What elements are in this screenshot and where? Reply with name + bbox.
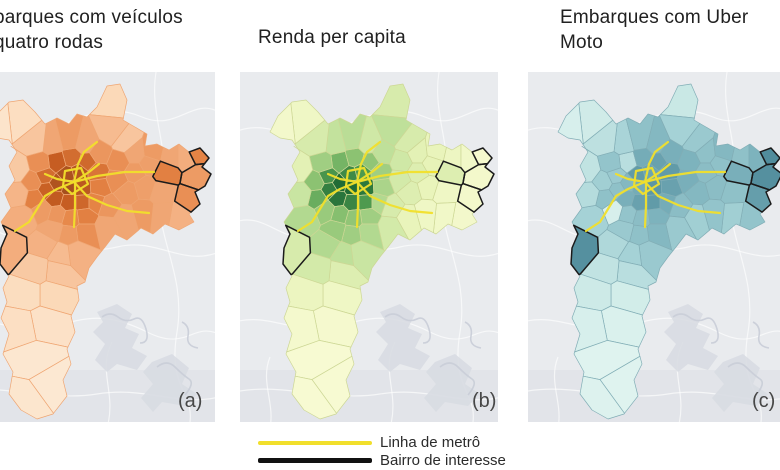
metro-line-label: Linha de metrô bbox=[380, 434, 481, 451]
basemap-a bbox=[0, 72, 215, 422]
panel-c-title-line2: Moto bbox=[560, 31, 604, 53]
panel-b-label: (b) bbox=[472, 390, 497, 412]
legend-row-interest: Bairro de interesse bbox=[258, 452, 506, 469]
panel-a-label: (a) bbox=[178, 390, 203, 412]
map-legend: Linha de metrô Bairro de interesse bbox=[258, 434, 506, 470]
panel-c-title-line1: Embarques com Uber bbox=[560, 7, 749, 28]
map-panel-c bbox=[528, 72, 780, 422]
panel-b-title: Renda per capita bbox=[258, 26, 406, 51]
panel-a-title-line1: barques com veículos bbox=[0, 7, 183, 28]
panel-a-title: barques com veículos quatro rodas bbox=[0, 6, 183, 55]
map-panel-b bbox=[240, 72, 498, 422]
map-panel-a bbox=[0, 72, 215, 422]
panel-c-label: (c) bbox=[752, 390, 776, 412]
legend-row-metro: Linha de metrô bbox=[258, 434, 506, 451]
panel-c-title: Embarques com Uber Moto bbox=[560, 6, 748, 55]
metro-line-swatch bbox=[258, 440, 372, 445]
panel-b-title-line1: Renda per capita bbox=[258, 27, 406, 48]
interest-district-swatch bbox=[258, 458, 372, 463]
basemap-c bbox=[528, 72, 780, 422]
basemap-b bbox=[240, 72, 498, 422]
panel-a-title-line2: quatro rodas bbox=[0, 31, 104, 53]
interest-district-label: Bairro de interesse bbox=[380, 452, 506, 469]
